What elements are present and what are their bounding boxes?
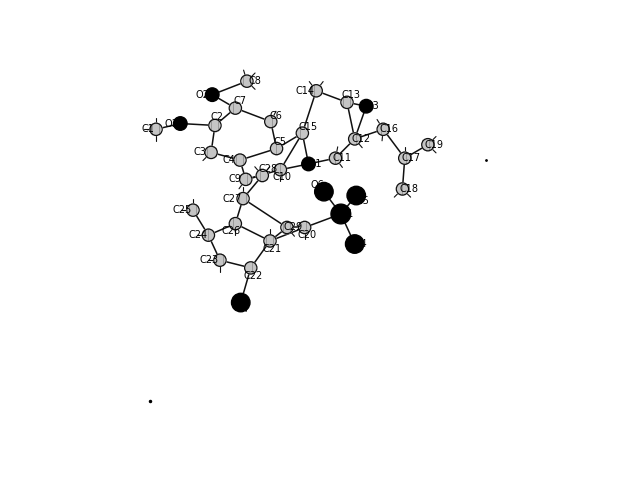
Text: S1: S1: [341, 209, 353, 219]
Circle shape: [209, 120, 221, 132]
Circle shape: [346, 235, 364, 254]
Text: C25: C25: [173, 205, 192, 215]
Circle shape: [377, 123, 389, 136]
Circle shape: [341, 96, 353, 108]
Circle shape: [229, 218, 242, 230]
Text: C21: C21: [263, 244, 282, 254]
Text: C14: C14: [296, 86, 315, 96]
Circle shape: [310, 84, 322, 97]
Circle shape: [214, 254, 226, 266]
Circle shape: [274, 164, 287, 176]
Text: C16: C16: [380, 124, 399, 134]
Circle shape: [399, 152, 411, 164]
Circle shape: [241, 75, 253, 88]
Text: C12: C12: [351, 134, 371, 144]
Text: C3: C3: [194, 148, 207, 158]
Text: N1: N1: [308, 159, 321, 169]
Text: C28: C28: [258, 164, 277, 174]
Text: C29: C29: [284, 222, 302, 232]
Circle shape: [256, 170, 269, 181]
Text: C19: C19: [424, 140, 443, 149]
Text: C1: C1: [141, 124, 154, 134]
Circle shape: [264, 235, 276, 247]
Circle shape: [359, 100, 373, 113]
Circle shape: [281, 222, 293, 234]
Circle shape: [299, 222, 311, 234]
Text: C4: C4: [223, 155, 235, 165]
Text: C8: C8: [248, 76, 261, 86]
Text: C10: C10: [273, 172, 292, 182]
Circle shape: [270, 142, 283, 154]
Text: C9: C9: [228, 174, 242, 184]
Circle shape: [205, 88, 219, 102]
Text: C6: C6: [270, 111, 282, 121]
Text: C18: C18: [399, 184, 418, 194]
Circle shape: [173, 116, 187, 130]
Circle shape: [329, 152, 342, 164]
Text: O1: O1: [165, 118, 178, 128]
Text: C15: C15: [298, 122, 317, 132]
Text: C5: C5: [274, 136, 287, 146]
Text: O4: O4: [354, 239, 367, 249]
Circle shape: [302, 157, 316, 170]
Circle shape: [349, 133, 361, 145]
Circle shape: [245, 262, 257, 274]
Circle shape: [315, 182, 333, 201]
Circle shape: [265, 116, 277, 128]
Circle shape: [234, 154, 246, 166]
Circle shape: [150, 123, 162, 136]
Circle shape: [229, 102, 242, 115]
Circle shape: [422, 138, 434, 151]
Text: C13: C13: [341, 90, 361, 100]
Circle shape: [331, 204, 351, 224]
Text: O5: O5: [356, 196, 369, 206]
Circle shape: [205, 146, 217, 158]
Text: O3: O3: [366, 101, 379, 111]
Circle shape: [396, 183, 409, 195]
Text: C11: C11: [332, 153, 351, 163]
Text: O7: O7: [236, 304, 250, 314]
Text: C17: C17: [401, 153, 421, 163]
Circle shape: [240, 173, 252, 186]
Text: C20: C20: [297, 230, 317, 240]
Text: C22: C22: [244, 270, 263, 280]
Text: C26: C26: [221, 226, 240, 236]
Text: C2: C2: [210, 112, 223, 122]
Circle shape: [237, 192, 249, 205]
Text: C7: C7: [233, 96, 247, 106]
Circle shape: [232, 294, 250, 312]
Text: O2: O2: [196, 90, 210, 100]
Text: O6: O6: [311, 180, 325, 190]
Text: C27: C27: [223, 194, 242, 203]
Text: C23: C23: [200, 255, 218, 265]
Circle shape: [347, 186, 366, 205]
Circle shape: [187, 204, 199, 216]
Text: C24: C24: [188, 230, 207, 240]
Circle shape: [202, 229, 215, 241]
Circle shape: [296, 127, 309, 140]
